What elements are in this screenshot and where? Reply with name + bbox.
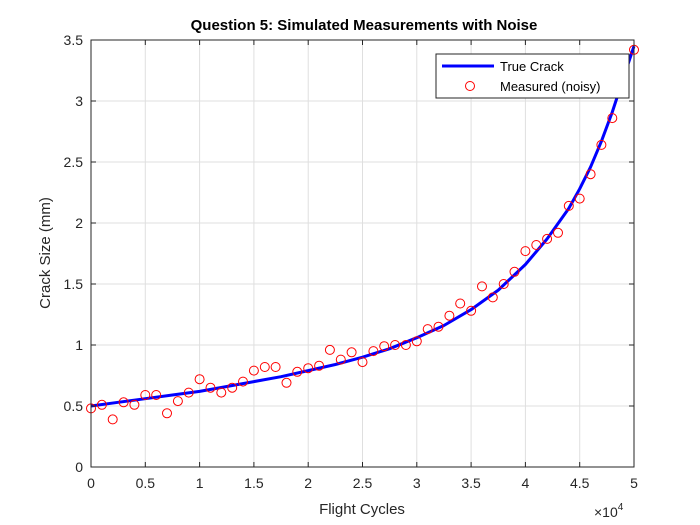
- measured-point: [346, 347, 357, 358]
- measured-point: [531, 240, 542, 250]
- x-tick-label: 3.5: [461, 475, 481, 491]
- measured-point: [96, 399, 107, 410]
- measured-point: [542, 233, 553, 244]
- x-tick-label: 0.5: [136, 475, 156, 491]
- measured-point: [248, 365, 259, 376]
- measured-point: [411, 336, 422, 347]
- x-tick-label: 2.5: [353, 475, 373, 491]
- x-tick-label: 0: [87, 475, 95, 491]
- measured-point: [498, 279, 509, 289]
- y-tick-label: 3.5: [64, 32, 84, 48]
- measured-point: [379, 341, 390, 352]
- measured-point: [455, 298, 466, 309]
- measured-point: [390, 340, 401, 350]
- x-axis-label: Flight Cycles: [319, 501, 405, 518]
- measured-point: [205, 382, 216, 393]
- measured-point: [553, 227, 563, 238]
- measured-point: [466, 305, 477, 316]
- measured-point: [151, 390, 162, 400]
- x-axis-exponent: ×104: [594, 502, 624, 520]
- measured-point: [433, 321, 444, 332]
- x-tick-label: 2: [304, 475, 312, 491]
- measured-point: [368, 346, 379, 357]
- measured-point: [400, 340, 411, 350]
- measured-point: [194, 374, 205, 385]
- x-axis-exponent-base: ×10: [594, 504, 618, 520]
- measured-point: [585, 169, 596, 180]
- measured-point: [118, 397, 129, 408]
- measured-point: [129, 399, 140, 410]
- measured-point: [238, 376, 248, 387]
- y-tick-label: 2: [75, 215, 83, 231]
- y-tick-label: 3: [75, 93, 83, 109]
- measured-point: [607, 113, 618, 124]
- y-tick-label: 1: [75, 337, 83, 353]
- measured-point: [281, 377, 292, 388]
- measured-point: [292, 366, 303, 377]
- y-axis-label: Crack Size (mm): [37, 197, 54, 309]
- x-tick-label: 1.5: [244, 475, 264, 491]
- measured-point: [172, 396, 183, 407]
- measured-point: [324, 344, 335, 355]
- measured-point: [140, 390, 151, 400]
- x-tick-label: 4: [522, 475, 530, 491]
- measured-point: [270, 362, 281, 372]
- measured-point: [444, 310, 455, 321]
- x-tick-label: 5: [630, 475, 638, 491]
- measured-point: [303, 363, 314, 374]
- x-tick-label: 3: [413, 475, 421, 491]
- ticks: 0 0.5 1 1.5 2 2.5 3 3.5 4 4.5 5 0 0.5 1 1.5 2 2.5 3 3.5: [64, 32, 639, 491]
- measured-point: [357, 357, 368, 368]
- measured-point: [107, 414, 118, 425]
- legend-box: [435, 53, 630, 99]
- measured-point: [259, 362, 270, 372]
- measured-point: [183, 387, 194, 398]
- measured-point: [422, 324, 433, 335]
- legend: True Crack Measured (noisy): [435, 53, 630, 99]
- measured-point: [227, 382, 238, 393]
- measured-point: [314, 360, 325, 371]
- legend-marker-swatch: [465, 81, 475, 91]
- measured-point: [487, 292, 498, 303]
- measured-point: [520, 246, 531, 257]
- y-tick-label: 0: [75, 459, 83, 475]
- measured-point: [335, 354, 346, 365]
- y-tick-label: 0.5: [64, 398, 84, 414]
- legend-entry-true-crack: True Crack: [500, 59, 564, 74]
- legend-entry-measured: Measured (noisy): [500, 79, 600, 94]
- y-tick-label: 2.5: [64, 154, 84, 170]
- x-tick-label: 1: [196, 475, 204, 491]
- x-tick-label: 4.5: [570, 475, 590, 491]
- plot-area: 0 0.5 1 1.5 2 2.5 3 3.5 4 4.5 5 0 0.5 1 1.5 2 2.5 3 3.5: [64, 32, 639, 491]
- x-axis-exponent-power: 4: [618, 502, 624, 513]
- measured-point: [216, 387, 227, 398]
- measured-point: [477, 281, 487, 292]
- measured-point: [509, 266, 520, 277]
- grid: [91, 40, 634, 467]
- chart-title: Question 5: Simulated Measurements with …: [191, 17, 538, 34]
- measured-point: [162, 408, 172, 419]
- measured-point: [596, 139, 607, 150]
- measured-point: [563, 200, 574, 211]
- true-crack-line: [90, 45, 636, 408]
- y-tick-label: 1.5: [64, 276, 84, 292]
- measured-point: [574, 193, 585, 204]
